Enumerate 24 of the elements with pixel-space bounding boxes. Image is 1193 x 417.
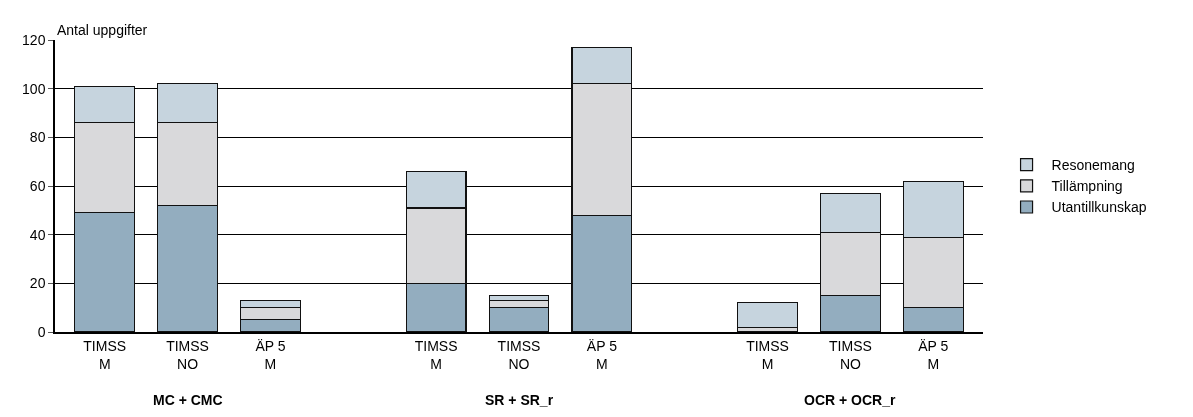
x-tick-label: ÄP 5 M: [918, 337, 949, 372]
legend-label: Utantillkunskap: [1051, 199, 1147, 216]
y-tick-label: 120: [22, 31, 46, 48]
y-tick-label: 20: [29, 275, 46, 292]
x-tick-label: TIMSS M: [746, 337, 789, 372]
legend-label: Resonemang: [1051, 157, 1135, 174]
text: MC + CMC: [153, 392, 223, 408]
y-tick-label: 0: [37, 323, 46, 340]
y-tick-label: 40: [29, 226, 46, 243]
x-tick-label: TIMSS NO: [829, 337, 872, 372]
y-tick-label: 100: [22, 80, 46, 97]
y-axis-title: Antal uppgifter: [57, 22, 148, 38]
x-tick-label: TIMSS NO: [497, 337, 541, 372]
text: SR + SR_r: [485, 392, 554, 408]
y-tick-label: 80: [29, 129, 46, 146]
text: OCR + OCR_r: [804, 392, 896, 408]
x-tick-label: ÄP 5 M: [255, 337, 286, 372]
x-tick-label: ÄP 5 M: [586, 337, 618, 372]
x-tick-label: TIMSS M: [414, 337, 458, 372]
bar: [737, 302, 798, 328]
y-tick-label: 60: [29, 177, 46, 194]
x-tick-label: TIMSS NO: [166, 337, 209, 372]
x-tick-label: TIMSS M: [83, 337, 127, 372]
legend-label: Tillämpning: [1051, 178, 1123, 195]
